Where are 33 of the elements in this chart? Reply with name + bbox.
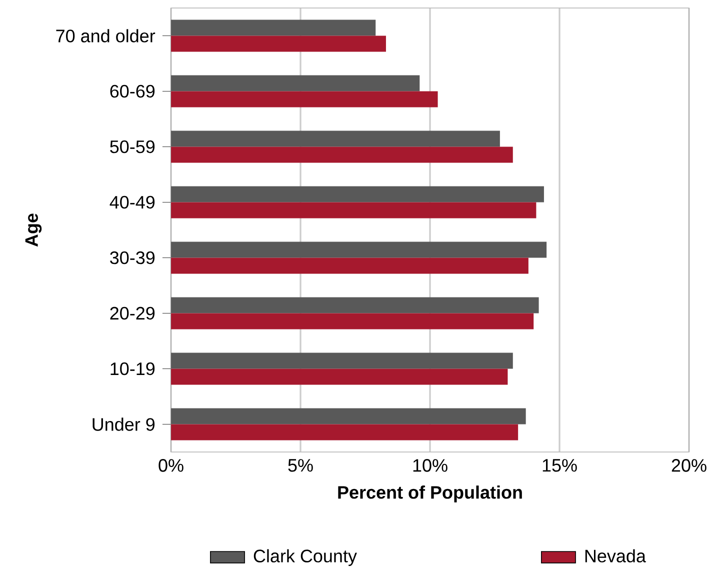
y-tick-label: 50-59: [110, 140, 155, 154]
bar: [171, 297, 539, 314]
legend-label: Clark County: [254, 549, 357, 566]
bar: [171, 242, 547, 258]
bar: [171, 91, 438, 108]
x-tick-label: 15%: [542, 459, 577, 472]
bar: [171, 202, 536, 218]
bar: [171, 424, 518, 440]
y-tick-label: 30-39: [110, 251, 155, 264]
x-tick-label: 5%: [288, 459, 313, 472]
y-tick-label: 60-69: [110, 84, 155, 98]
bar: [171, 408, 526, 424]
bar: [171, 258, 528, 274]
y-tick-label: 10-19: [110, 362, 155, 376]
bar: [171, 75, 420, 92]
x-tick-label: 20%: [672, 459, 706, 472]
bar: [171, 146, 513, 163]
bar: [171, 352, 513, 369]
y-tick-label: 70 and older: [56, 29, 156, 42]
bar: [171, 186, 544, 202]
bar: [171, 20, 376, 36]
x-tick-label: 0%: [158, 459, 184, 472]
bar: [171, 130, 500, 147]
y-tick-label: Under 9: [92, 418, 155, 431]
x-axis-title: Percent of Population: [338, 486, 522, 502]
bar: [171, 368, 508, 385]
bar: [171, 313, 534, 330]
y-tick-label: 40-49: [110, 196, 155, 209]
x-tick-label: 10%: [413, 459, 448, 472]
y-tick-label: 20-29: [110, 306, 155, 320]
legend-label: Nevada: [585, 549, 646, 562]
y-axis-title: Age: [25, 214, 42, 247]
bar: [171, 36, 386, 52]
